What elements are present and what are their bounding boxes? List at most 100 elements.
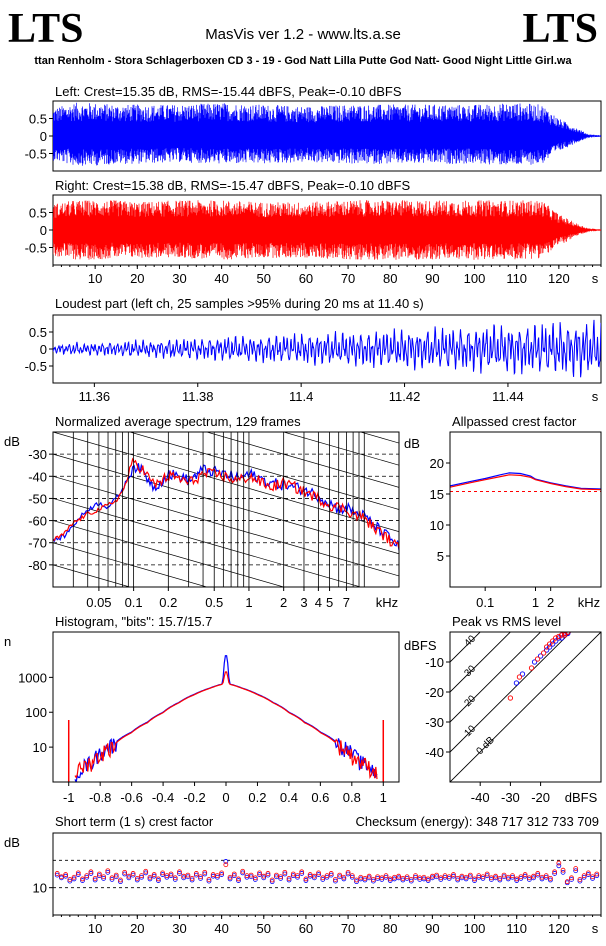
short-term-crest-point-right	[113, 872, 119, 878]
short-term-crest-point-left	[75, 872, 81, 877]
short-term-crest-point-right	[548, 875, 553, 881]
short-term-crest-point-right	[295, 873, 300, 879]
histogram-xtick-label: 1	[380, 790, 387, 805]
peak-vs-rms-point-right	[516, 674, 523, 680]
short-term-crest-point-right	[240, 868, 246, 874]
peak-vs-rms-point-left	[550, 641, 556, 647]
short-term-crest-point-left	[455, 877, 461, 883]
peak-vs-rms-point-left	[519, 671, 526, 677]
avg-spectrum-slope-line	[53, 542, 209, 587]
peak-vs-rms-point-left	[537, 653, 544, 659]
short-term-crest-xtick-label: 120	[548, 921, 570, 936]
short-term-crest-point-right	[354, 877, 359, 883]
peak-vs-rms-point-right	[534, 656, 541, 662]
short-term-crest-point-left	[569, 877, 574, 882]
loudest-part-xtick-label: 11.44	[492, 389, 524, 404]
short-term-crest-point-right	[126, 873, 132, 879]
short-term-crest-point-left	[463, 876, 469, 882]
peak-vs-rms-diag-line	[450, 632, 542, 723]
avg-spectrum-slope-line	[205, 432, 399, 488]
histogram-series-right	[74, 671, 378, 780]
short-term-crest-point-right	[278, 874, 284, 880]
allpassed-crest-xtick-label: 0.1	[476, 595, 494, 610]
short-term-crest-point-left	[286, 877, 292, 883]
short-term-crest-point-left	[88, 871, 94, 876]
short-term-crest-point-right	[383, 873, 389, 879]
waveform-right-xtick-label: 10	[88, 271, 102, 286]
short-term-crest-point-right	[379, 875, 385, 881]
waveform-left-ytick-label: 0.5	[29, 112, 47, 127]
short-term-crest-xtick-label: 100	[464, 921, 486, 936]
waveform-right-ytick-label: -0.5	[25, 241, 47, 256]
waveform-right-plot	[53, 200, 601, 260]
short-term-crest-point-left	[252, 877, 258, 882]
avg-spectrum-slope-line	[53, 676, 399, 776]
short-term-crest-point-right	[67, 877, 73, 882]
short-term-crest-point-left	[472, 878, 477, 883]
peak-vs-rms-point-left	[513, 680, 520, 686]
short-term-crest-point-right	[387, 876, 393, 882]
short-term-crest-point-right	[303, 876, 309, 882]
avg-spectrum-slope-line	[53, 475, 399, 577]
short-term-crest-point-right	[442, 873, 448, 879]
peak-vs-rms-point-right	[507, 695, 514, 701]
avg-spectrum-xtick-label: 2	[280, 595, 287, 610]
short-term-crest-point-left	[320, 877, 326, 882]
histogram-xtick-label: -0.8	[89, 790, 111, 805]
short-term-crest-point-right	[535, 871, 541, 876]
peak-vs-rms-point-right	[556, 633, 562, 640]
short-term-crest-point-left	[269, 879, 275, 885]
short-term-crest-point-left	[400, 877, 406, 883]
short-term-crest-point-right	[181, 873, 187, 879]
avg-spectrum-slope-line	[53, 453, 399, 555]
avg-spectrum-xtick-label: 5	[326, 595, 333, 610]
short-term-crest-xunit: s	[592, 921, 599, 936]
avg-spectrum-xtick-label: 0.1	[125, 595, 143, 610]
short-term-crest-point-left	[67, 878, 73, 884]
short-term-crest-xtick-label: 30	[172, 921, 186, 936]
short-term-crest-point-left	[248, 874, 254, 880]
short-term-crest-point-right	[54, 871, 60, 876]
short-term-crest-point-left	[295, 874, 300, 880]
waveform-right-xtick-label: 40	[214, 271, 228, 286]
peak-vs-rms-point-right	[540, 650, 547, 656]
histogram-xtick-label: 0.8	[343, 790, 361, 805]
short-term-crest-point-right	[455, 875, 461, 881]
short-term-crest-point-left	[316, 872, 321, 877]
peak-vs-rms-point-left	[547, 644, 553, 650]
avg-spectrum-frame	[52, 431, 400, 588]
short-term-crest-point-right	[231, 871, 237, 877]
loudest-part-xtick-label: 11.4	[289, 389, 313, 404]
loudest-part-title: Loudest part (left ch, 25 samples >95% d…	[55, 296, 424, 311]
short-term-crest-point-right	[261, 873, 267, 879]
short-term-crest-point-right	[493, 873, 499, 879]
short-term-crest-point-right	[147, 874, 153, 880]
short-term-crest-point-right	[164, 873, 170, 879]
avg-spectrum-xtick-label: 4	[315, 595, 322, 610]
short-term-crest-point-right	[556, 860, 562, 866]
peak-vs-rms-diag-line	[450, 632, 512, 693]
avg-spectrum-slope-line	[53, 631, 399, 731]
short-term-crest-point-right	[257, 870, 262, 876]
short-term-crest-point-right	[459, 873, 465, 879]
short-term-crest-point-right	[501, 872, 507, 878]
avg-spectrum-ytick-label: -50	[28, 491, 47, 506]
short-term-crest-point-left	[429, 875, 435, 881]
loudest-part-ytick-label: 0.5	[29, 325, 47, 340]
logo-right: LTS	[522, 6, 598, 52]
short-term-crest-point-left	[585, 872, 591, 877]
short-term-crest-point-right	[160, 870, 166, 876]
short-term-crest-point-left	[193, 872, 199, 878]
short-term-crest-point-right	[143, 868, 149, 874]
waveform-left-ytick-label: 0	[40, 129, 47, 144]
short-term-crest-point-right	[324, 873, 330, 879]
short-term-crest-point-left	[147, 876, 153, 882]
short-term-crest-point-right	[552, 869, 558, 875]
short-term-crest-point-left	[231, 873, 237, 879]
short-term-crest-point-left	[177, 871, 182, 876]
short-term-crest-point-right	[396, 873, 402, 879]
short-term-crest-point-right	[206, 877, 212, 882]
histogram-xtick-label: 0.4	[280, 790, 298, 805]
short-term-crest-point-left	[488, 877, 494, 882]
